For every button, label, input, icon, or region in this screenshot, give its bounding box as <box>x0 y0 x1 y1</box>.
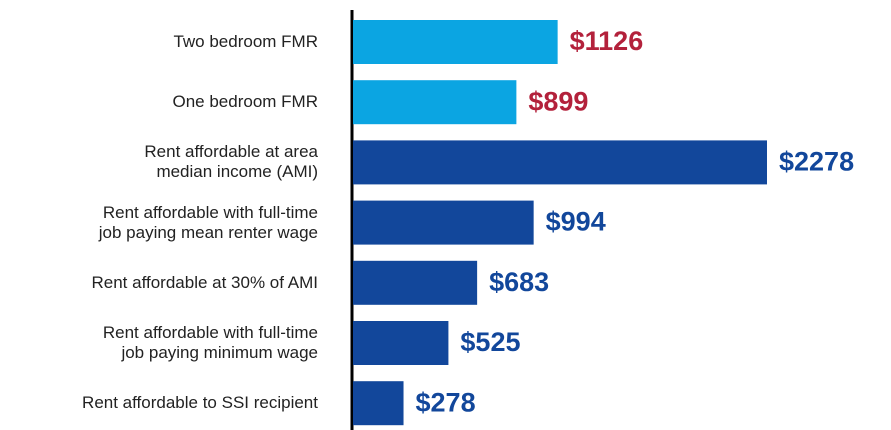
bar <box>353 80 517 125</box>
value-label: $994 <box>546 207 606 237</box>
value-label: $683 <box>489 267 549 297</box>
bar <box>353 260 478 305</box>
value-label: $2278 <box>779 147 854 177</box>
category-label: Rent affordable with full-time job payin… <box>102 323 318 362</box>
category-label: Rent affordable with full-time job payin… <box>98 202 318 242</box>
bar <box>353 381 404 426</box>
category-label: Rent affordable to SSI recipient <box>82 393 318 413</box>
category-label: Rent affordable at area median income (A… <box>144 142 318 182</box>
category-label: One bedroom FMR <box>172 92 319 112</box>
category-label: Two bedroom FMR <box>173 32 318 51</box>
value-label: $1126 <box>570 26 644 56</box>
value-label: $525 <box>460 327 520 357</box>
category-label: Rent affordable at 30% of AMI <box>91 272 319 292</box>
bar <box>353 200 534 245</box>
value-label: $278 <box>416 387 476 417</box>
bar <box>353 20 558 64</box>
bar <box>353 140 767 185</box>
bar <box>353 321 449 365</box>
value-label: $899 <box>528 86 588 116</box>
